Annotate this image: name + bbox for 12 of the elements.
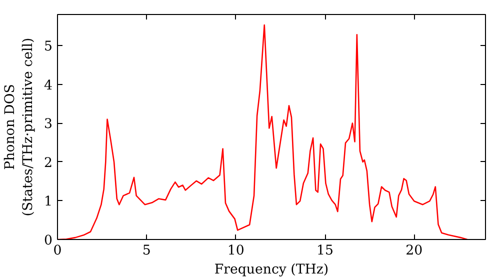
y-tick-label: 5 [44,40,53,55]
x-tick-label: 10 [227,244,244,258]
y-axis-title: Phonon DOS (States/THz·primitive cell) [3,38,36,216]
x-tick-label: 5 [142,244,151,258]
y-tick-label: 0 [44,234,53,248]
x-tick-label: 20 [406,244,423,258]
x-tick-label: 15 [316,244,334,258]
y-tick-label: 4 [44,78,53,94]
x-axis-title: Frequency (THz) [214,262,329,278]
y-tick-label: 3 [44,117,53,132]
y-tick-label: 2 [44,156,53,171]
y-tick-label: 1 [44,194,53,210]
